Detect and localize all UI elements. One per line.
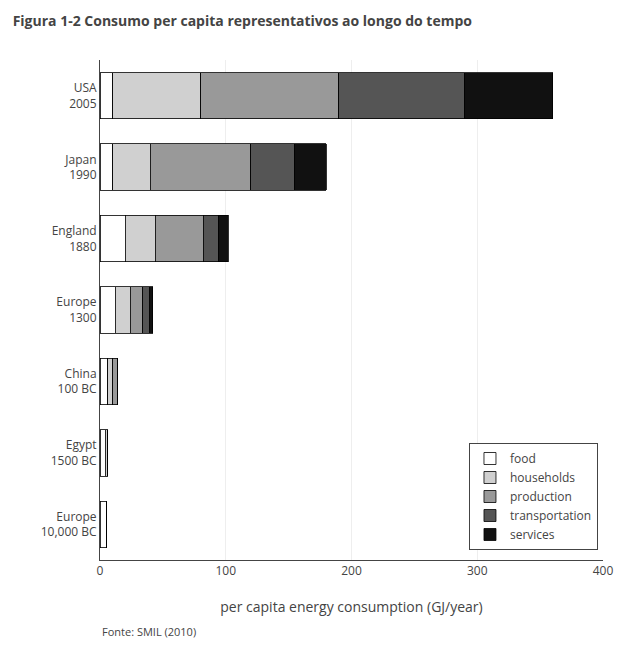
svg-text:300: 300 [467,562,488,579]
svg-text:England1880: England1880 [52,222,97,255]
svg-text:per capita energy consumption: per capita energy consumption (GJ/year) [220,597,482,616]
svg-text:Japan1990: Japan1990 [64,151,96,184]
svg-text:services: services [510,526,555,543]
svg-text:Europe1300: Europe1300 [56,293,96,326]
svg-text:0: 0 [97,562,104,579]
svg-text:200: 200 [341,562,362,579]
svg-text:production: production [510,488,572,505]
svg-text:Fonte: SMIL (2010): Fonte: SMIL (2010) [102,624,196,639]
svg-text:transportation: transportation [510,507,591,524]
svg-text:China100 BC: China100 BC [58,365,97,398]
svg-text:food: food [510,450,536,467]
svg-text:100: 100 [215,562,236,579]
svg-text:households: households [510,469,575,486]
svg-text:Europe10,000 BC: Europe10,000 BC [41,508,97,541]
svg-text:Egypt1500 BC: Egypt1500 BC [51,436,97,469]
svg-text:USA2005: USA2005 [69,79,97,112]
svg-text:400: 400 [593,562,614,579]
svg-text:Figura 1-2 Consumo per capita: Figura 1-2 Consumo per capita representa… [13,11,473,30]
